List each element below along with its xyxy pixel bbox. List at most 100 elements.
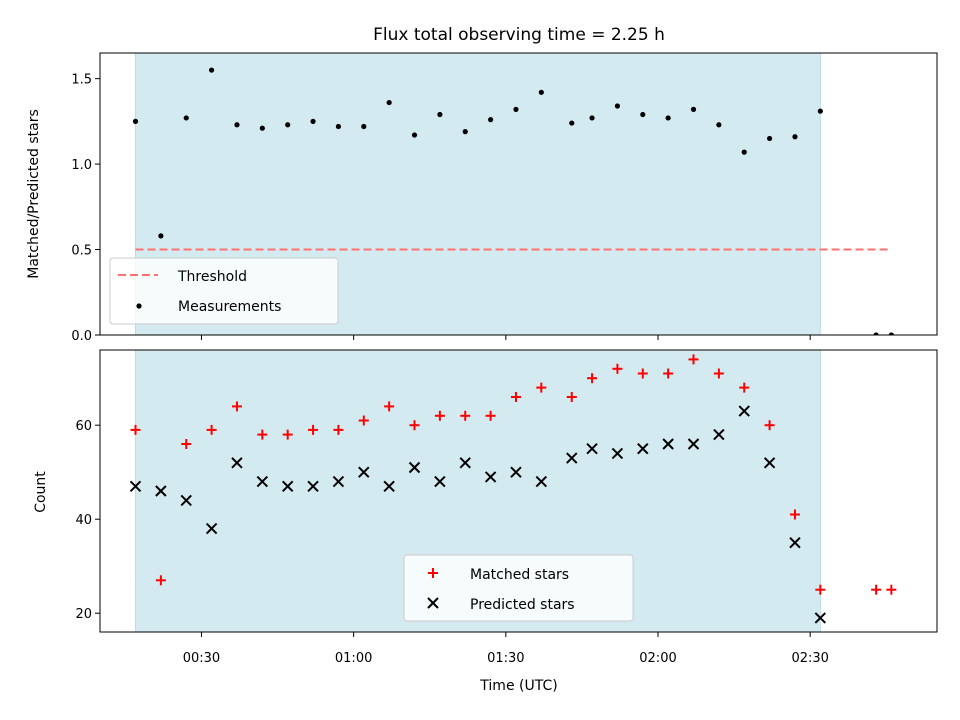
predicted-star-marker: [408, 461, 421, 474]
predicted-star-marker: [637, 442, 649, 455]
measurement-point: [589, 115, 595, 121]
predicted-star-marker: [713, 428, 725, 441]
measurement-point: [716, 122, 722, 128]
matched-star-marker: [358, 415, 369, 426]
legend-predicted-label: Predicted stars: [470, 597, 575, 613]
matched-star-marker: [871, 584, 882, 595]
predicted-star-marker: [763, 457, 776, 469]
predicted-star-marker: [332, 475, 345, 488]
matched-star-marker: [384, 401, 395, 412]
matched-star-marker: [181, 439, 192, 449]
x-tick-label: 01:30: [487, 651, 524, 666]
predicted-star-marker: [789, 536, 801, 549]
legend-matched-label: Matched stars: [470, 567, 569, 583]
matched-star-marker: [510, 392, 521, 402]
matched-star-marker: [206, 424, 217, 435]
predicted-star-marker: [535, 475, 548, 488]
predicted-star-marker: [566, 452, 578, 464]
predicted-star-marker: [611, 447, 624, 460]
measurement-point: [614, 103, 621, 109]
matched-star-marker: [130, 424, 141, 435]
matched-star-marker: [333, 424, 344, 435]
x-tick-label: 02:30: [791, 651, 828, 666]
measurement-point: [888, 332, 894, 335]
matched-star-marker: [815, 584, 826, 595]
measurement-point: [873, 332, 879, 335]
ratio-panel: 0.0 0.5 1.0 1.5 Threshold Measurements: [71, 52, 938, 344]
top-y-axis-title: Matched/Predicted stars: [26, 109, 42, 279]
x-axis-title: Time (UTC): [479, 678, 557, 694]
legend-box: [403, 554, 634, 622]
measurement-point: [767, 135, 773, 142]
matched-star-marker: [536, 382, 547, 393]
y-tick-label: 60: [75, 419, 92, 434]
matched-star-marker: [485, 410, 496, 421]
y-tick-label: 20: [75, 607, 92, 622]
measurement-point: [335, 123, 342, 130]
measurement-point: [690, 106, 697, 112]
matched-star-marker: [409, 420, 420, 431]
plot-area: [129, 354, 897, 624]
matched-star-marker: [739, 382, 750, 393]
measurement-point: [488, 117, 494, 123]
predicted-star-marker: [738, 405, 750, 417]
axes-frame: [99, 349, 938, 633]
legend-box: [109, 257, 339, 325]
legend-measurement-label: Measurements: [178, 299, 281, 315]
legend-predicted-swatch: [427, 597, 439, 609]
predicted-star-marker: [484, 471, 497, 483]
x-tick-label: 01:00: [335, 651, 372, 666]
matched-star-marker: [688, 354, 699, 365]
count-panel: 20 40 60 00:30 01:00 01:30 02:00 02:30 Matched s…: [75, 349, 938, 666]
y-tick-label: 40: [75, 513, 92, 528]
measurement-point: [513, 106, 519, 112]
measurement-point: [285, 122, 291, 128]
measurement-point: [665, 115, 671, 121]
measurement-point: [792, 134, 798, 140]
predicted-star-marker: [814, 612, 827, 624]
measurement-point: [411, 132, 418, 138]
predicted-star-marker: [510, 466, 522, 478]
predicted-star-marker: [129, 480, 142, 493]
measurement-point: [361, 123, 367, 130]
plot-area: [132, 67, 894, 335]
measurement-point: [640, 111, 646, 118]
x-tick-label: 02:00: [639, 651, 676, 666]
matched-star-marker: [612, 363, 623, 374]
legend-measurement-swatch: [136, 303, 142, 309]
predicted-star-marker: [662, 438, 674, 450]
legend-threshold-label: Threshold: [177, 269, 247, 285]
legend: Threshold Measurements: [109, 257, 339, 325]
predicted-star-marker: [586, 442, 598, 455]
matched-star-marker: [282, 429, 293, 440]
matched-star-marker: [637, 368, 648, 379]
chart-title: Flux total observing time = 2.25 h: [373, 25, 665, 45]
measurement-point: [259, 125, 265, 131]
measurement-point: [310, 118, 316, 124]
predicted-star-marker: [155, 485, 167, 497]
measurement-point: [209, 67, 215, 73]
x-tick-label: 00:30: [183, 651, 220, 666]
matched-star-marker: [460, 410, 471, 421]
measurement-point: [741, 149, 747, 155]
predicted-star-marker: [307, 480, 319, 493]
y-tick-label: 1.0: [71, 158, 92, 173]
y-tick-label: 0.5: [71, 244, 92, 259]
measurement-point: [569, 120, 575, 126]
measurement-point: [538, 89, 544, 95]
matched-star-marker: [764, 420, 775, 431]
matched-star-marker: [155, 575, 166, 586]
matched-star-marker: [886, 584, 897, 595]
predicted-star-marker: [358, 466, 370, 478]
predicted-star-marker: [231, 457, 243, 469]
measurement-point: [462, 129, 468, 135]
measurement-point: [386, 99, 392, 106]
series-1: [129, 405, 827, 624]
predicted-star-marker: [434, 475, 446, 488]
predicted-star-marker: [459, 457, 471, 469]
measurement-point: [234, 122, 240, 128]
matched-star-marker: [231, 401, 242, 412]
predicted-star-marker: [687, 438, 700, 450]
series-0: [130, 354, 897, 595]
